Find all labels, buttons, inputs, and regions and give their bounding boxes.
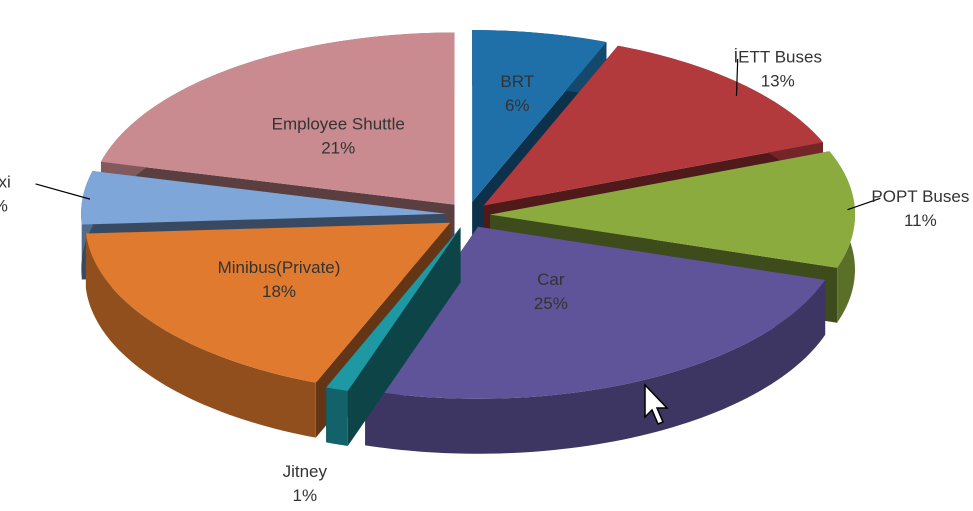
slice <box>326 227 461 392</box>
slice-value-label: 25% <box>534 294 568 313</box>
slice-label: Car <box>537 270 565 289</box>
slice-label: BRT <box>500 72 534 91</box>
slice-value-label: 18% <box>262 282 296 301</box>
slice-value-label: 13% <box>761 72 795 91</box>
slice <box>483 45 823 206</box>
slice-value-label: 6% <box>505 96 530 115</box>
slice <box>85 222 451 383</box>
slice-label: Taxi <box>0 172 11 191</box>
slice-label: Jitney <box>283 462 328 481</box>
slice-label: POPT Buses <box>871 187 969 206</box>
slice-side <box>85 233 316 438</box>
slice-side <box>326 387 348 447</box>
slice <box>489 151 855 268</box>
slice-label: İETT Buses <box>733 48 822 67</box>
slice-wall <box>326 227 461 443</box>
slice-value-label: 5% <box>0 196 8 215</box>
slice <box>100 32 455 205</box>
slice <box>326 227 461 447</box>
slice <box>365 226 826 399</box>
slice-value-label: 21% <box>321 139 355 158</box>
slice <box>472 30 607 203</box>
slice-label: Minibus(Private) <box>218 258 341 277</box>
slice-label: Employee Shuttle <box>272 115 405 134</box>
slice-value-label: 11% <box>904 211 937 230</box>
pie <box>81 30 855 454</box>
leader-line <box>847 197 881 211</box>
slice-value-label: 1% <box>293 486 318 505</box>
slice-side <box>365 279 826 454</box>
labels: BRT 6% İETT Buses 13% POPT Buses 11% Car 25% Jit… <box>0 48 969 506</box>
mouse-cursor <box>644 383 669 425</box>
leader-line <box>35 183 91 200</box>
slice <box>81 170 447 225</box>
leader-line <box>735 59 739 96</box>
